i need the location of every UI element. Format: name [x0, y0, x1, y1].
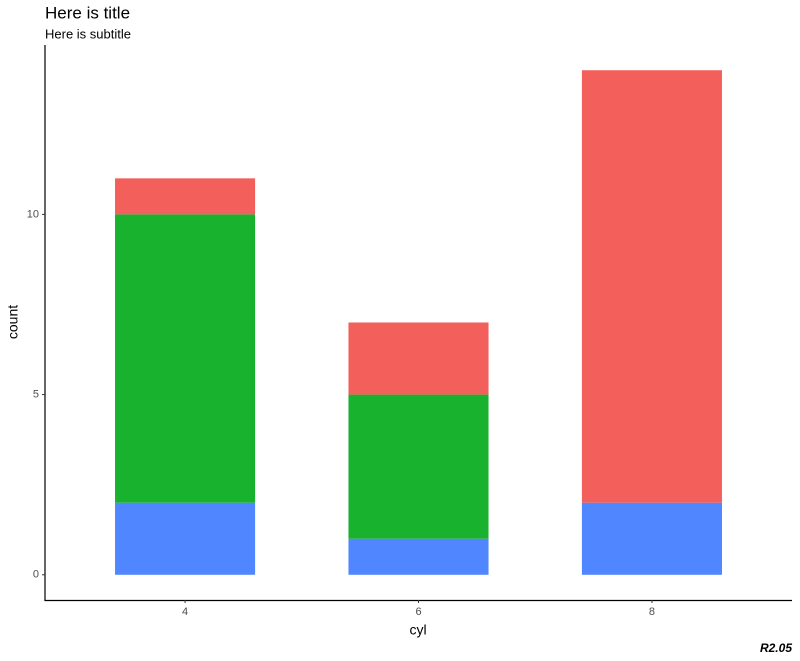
y-tick-label: 10 [27, 208, 39, 220]
bar-segment [581, 502, 722, 575]
bar-segment [115, 178, 256, 215]
y-tick-label: 5 [33, 388, 39, 400]
y-tick-label: 0 [33, 569, 39, 581]
caption: R2.05 [760, 641, 792, 655]
x-tick-label: 4 [182, 606, 188, 618]
bar-segment [348, 538, 489, 575]
y-axis-label: count [5, 305, 21, 339]
bar-segment [348, 322, 489, 395]
bar-segment [115, 502, 256, 575]
bar-segment [348, 394, 489, 539]
x-tick-label: 8 [649, 606, 655, 618]
x-tick-label: 6 [415, 606, 421, 618]
chart-subtitle: Here is subtitle [45, 26, 131, 41]
chart-title: Here is title [45, 3, 130, 22]
bar-segment [581, 70, 722, 503]
x-axis-label: cyl [409, 622, 426, 638]
bar-segment [115, 214, 256, 503]
